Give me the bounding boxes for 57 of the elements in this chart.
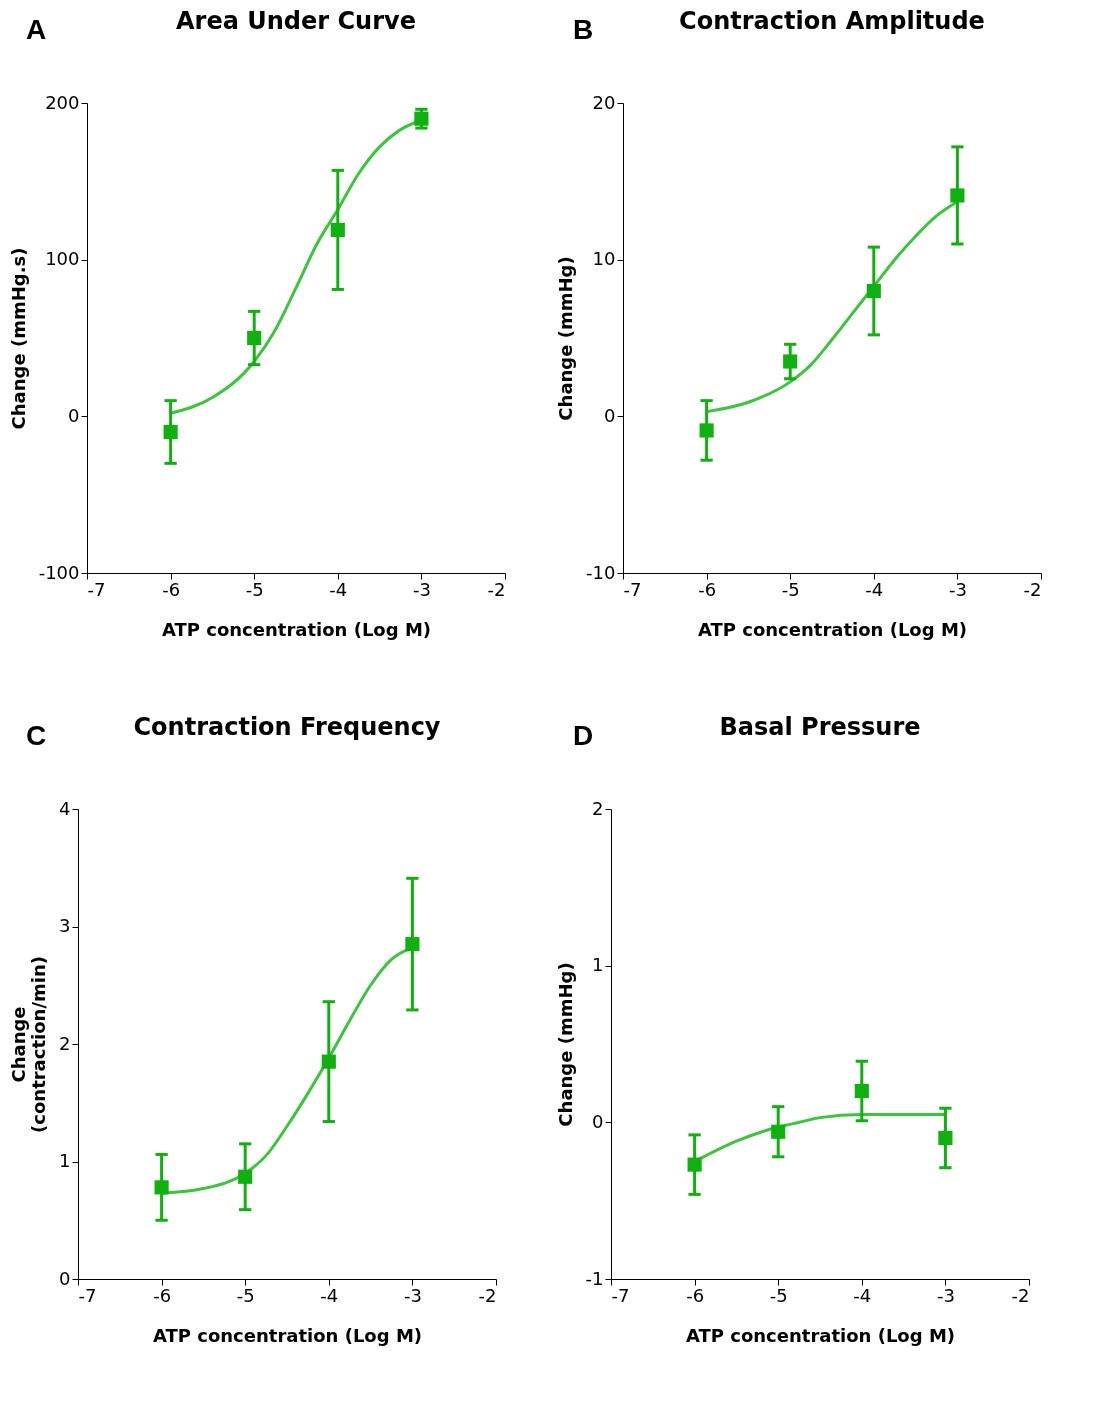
x-axis-title: ATP concentration (Log M) [685,1324,956,1346]
y-tick-label: 0 [59,1267,71,1289]
y-tick-label: 0 [592,1110,604,1132]
x-axis-title: ATP concentration (Log M) [161,618,432,640]
chart-title: Area Under Curve [176,7,416,35]
text: D [573,720,594,752]
x-tick-label: -7 [623,578,642,600]
x-tick-label: -7 [78,1284,97,1306]
x-tick-label: -6 [686,1284,705,1306]
y-tick-label: 1 [59,1150,71,1171]
y-tick-label: 2 [59,1032,71,1054]
y-tick-label: 100 [45,248,80,270]
text: A [26,14,47,46]
y-tick-label: -100 [38,561,80,583]
y-tick-label: -1 [585,1267,604,1289]
x-tick-label: -6 [153,1284,172,1306]
chart-title: Contraction Amplitude [679,7,985,35]
y-tick-label: 1 [592,954,604,976]
y-tick-label: 10 [592,248,616,270]
x-tick-label: -3 [403,1284,422,1306]
x-tick-label: -7 [87,578,106,600]
chart-title: Basal Pressure [719,713,921,741]
text: B [573,14,594,46]
y-tick-label: 200 [45,91,80,113]
y-tick-label: 4 [59,797,71,819]
y-tick-label: -10 [586,561,616,583]
y-tick-label: 2 [592,797,604,819]
x-tick-label: -2 [487,578,506,600]
x-tick-label: -3 [412,578,431,600]
x-tick-label: -4 [853,1284,872,1306]
x-tick-label: -4 [329,578,348,600]
x-tick-label: -6 [162,578,181,600]
x-tick-label: -5 [769,1284,788,1306]
y-axis-title: Change (mmHg.s) [7,247,29,430]
x-tick-label: -5 [236,1284,255,1306]
x-tick-label: -4 [320,1284,339,1306]
y-axis-title: Change (mmHg) [554,962,576,1127]
text: C [26,720,47,752]
y-axis-title: Change (contraction/min) [8,956,50,1133]
y-tick-label: 0 [604,404,616,426]
x-tick-label: -2 [478,1284,497,1306]
x-tick-label: -2 [1011,1284,1030,1306]
x-tick-label: -7 [611,1284,630,1306]
chart-title: Contraction Frequency [133,713,441,741]
x-tick-label: -5 [245,578,264,600]
x-axis-title: ATP concentration (Log M) [697,618,968,640]
x-tick-label: -6 [698,578,717,600]
y-tick-label: 20 [592,91,616,113]
x-tick-label: -5 [781,578,800,600]
x-tick-label: -3 [936,1284,955,1306]
y-tick-label: 3 [59,915,71,936]
x-tick-label: -3 [948,578,967,600]
x-tick-label: -4 [865,578,884,600]
y-axis-title: Change (mmHg) [555,256,577,421]
y-tick-label: 0 [68,404,80,426]
x-tick-label: -2 [1023,578,1042,600]
x-axis-title: ATP concentration (Log M) [152,1324,423,1346]
